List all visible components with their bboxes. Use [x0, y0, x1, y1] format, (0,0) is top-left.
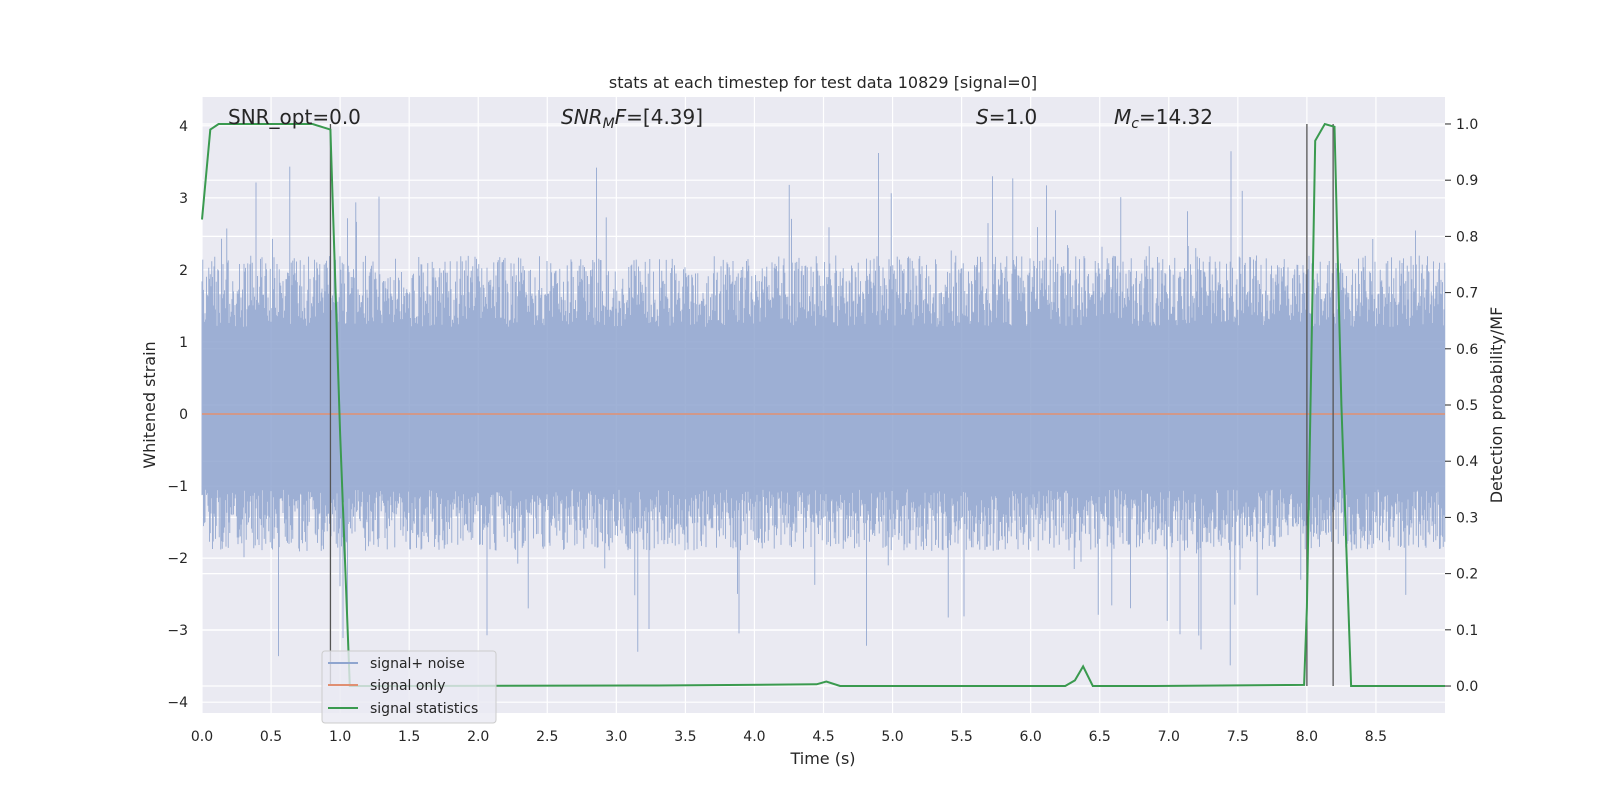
y2-tick-label-0: 1.0 — [1456, 117, 1478, 133]
x-tick-label-4: 2.0 — [467, 729, 489, 745]
series-signal-statistics — [201, 122, 1445, 687]
x-tick-label-2: 1.0 — [329, 729, 351, 745]
legend-label-signal-noise: signal+ noise — [370, 656, 465, 672]
legend: signal+ noise signal only signal statist… — [321, 650, 497, 724]
x-tick-label-16: 8.0 — [1296, 729, 1318, 745]
y2-tick-label-1: 0.9 — [1456, 173, 1478, 189]
y-tick-label-8: −4 — [167, 695, 188, 711]
y2-axis-label: Detection probability/MF — [1487, 307, 1506, 504]
y2-tick-label-5: 0.5 — [1456, 398, 1478, 414]
y-axis-left-ticks: 4 3 2 1 0 −1 −2 −3 −4 — [167, 119, 188, 711]
legend-box — [321, 650, 497, 724]
x-tick-label-15: 7.5 — [1227, 729, 1249, 745]
y-axis-right-ticks: 1.0 0.9 0.8 0.7 0.6 0.5 0.4 0.3 0.2 0.1 0.0 — [1445, 117, 1478, 695]
y-tick-label-0: 4 — [179, 119, 188, 135]
x-tick-label-13: 6.5 — [1089, 729, 1111, 745]
y2-tick-label-8: 0.2 — [1456, 567, 1478, 583]
y-tick-label-1: 3 — [179, 191, 188, 207]
x-axis-label: Time (s) — [789, 749, 855, 768]
x-tick-label-5: 2.5 — [536, 729, 558, 745]
y2-tick-label-9: 0.1 — [1456, 623, 1478, 639]
legend-label-signal-only: signal only — [370, 678, 445, 694]
x-tick-label-14: 7.0 — [1158, 729, 1180, 745]
y-tick-label-3: 1 — [179, 335, 188, 351]
x-axis-ticks: 0.0 0.5 1.0 1.5 2.0 2.5 3.0 3.5 4.0 4.5 5.0 5.5 6.0 6… — [191, 729, 1387, 745]
y2-tick-label-2: 0.8 — [1456, 229, 1478, 245]
x-tick-label-8: 4.0 — [743, 729, 765, 745]
y-tick-label-7: −3 — [167, 623, 188, 639]
y2-tick-label-3: 0.7 — [1456, 286, 1478, 302]
x-tick-label-0: 0.0 — [191, 729, 213, 745]
x-tick-label-12: 6.0 — [1020, 729, 1042, 745]
y2-tick-label-7: 0.3 — [1456, 510, 1478, 526]
annotation-s: S=1.0 — [976, 105, 1037, 129]
y2-tick-label-6: 0.4 — [1456, 454, 1478, 470]
y-tick-label-5: −1 — [167, 479, 188, 495]
annotation-snr-mf: SNRMF=[4.39] — [561, 105, 703, 132]
y-axis-label: Whitened strain — [140, 341, 159, 468]
chart-title: stats at each timestep for test data 108… — [609, 73, 1037, 92]
x-tick-label-6: 3.0 — [605, 729, 627, 745]
y-tick-label-6: −2 — [167, 551, 188, 567]
y2-tick-label-10: 0.0 — [1456, 679, 1478, 695]
annotation-snr-opt: SNR_opt=0.0 — [228, 105, 361, 129]
x-tick-label-1: 0.5 — [260, 729, 282, 745]
legend-label-signal-statistics: signal statistics — [370, 701, 478, 717]
x-tick-label-3: 1.5 — [398, 729, 420, 745]
x-tick-label-17: 8.5 — [1365, 729, 1387, 745]
x-tick-label-11: 5.5 — [950, 729, 972, 745]
annotation-mc: Mc=14.32 — [1114, 105, 1213, 132]
x-tick-label-9: 4.5 — [812, 729, 834, 745]
x-tick-label-10: 5.0 — [881, 729, 903, 745]
x-tick-label-7: 3.5 — [674, 729, 696, 745]
y-tick-label-2: 2 — [179, 263, 188, 279]
y2-tick-label-4: 0.6 — [1456, 342, 1478, 358]
y-tick-label-4: 0 — [179, 407, 188, 423]
